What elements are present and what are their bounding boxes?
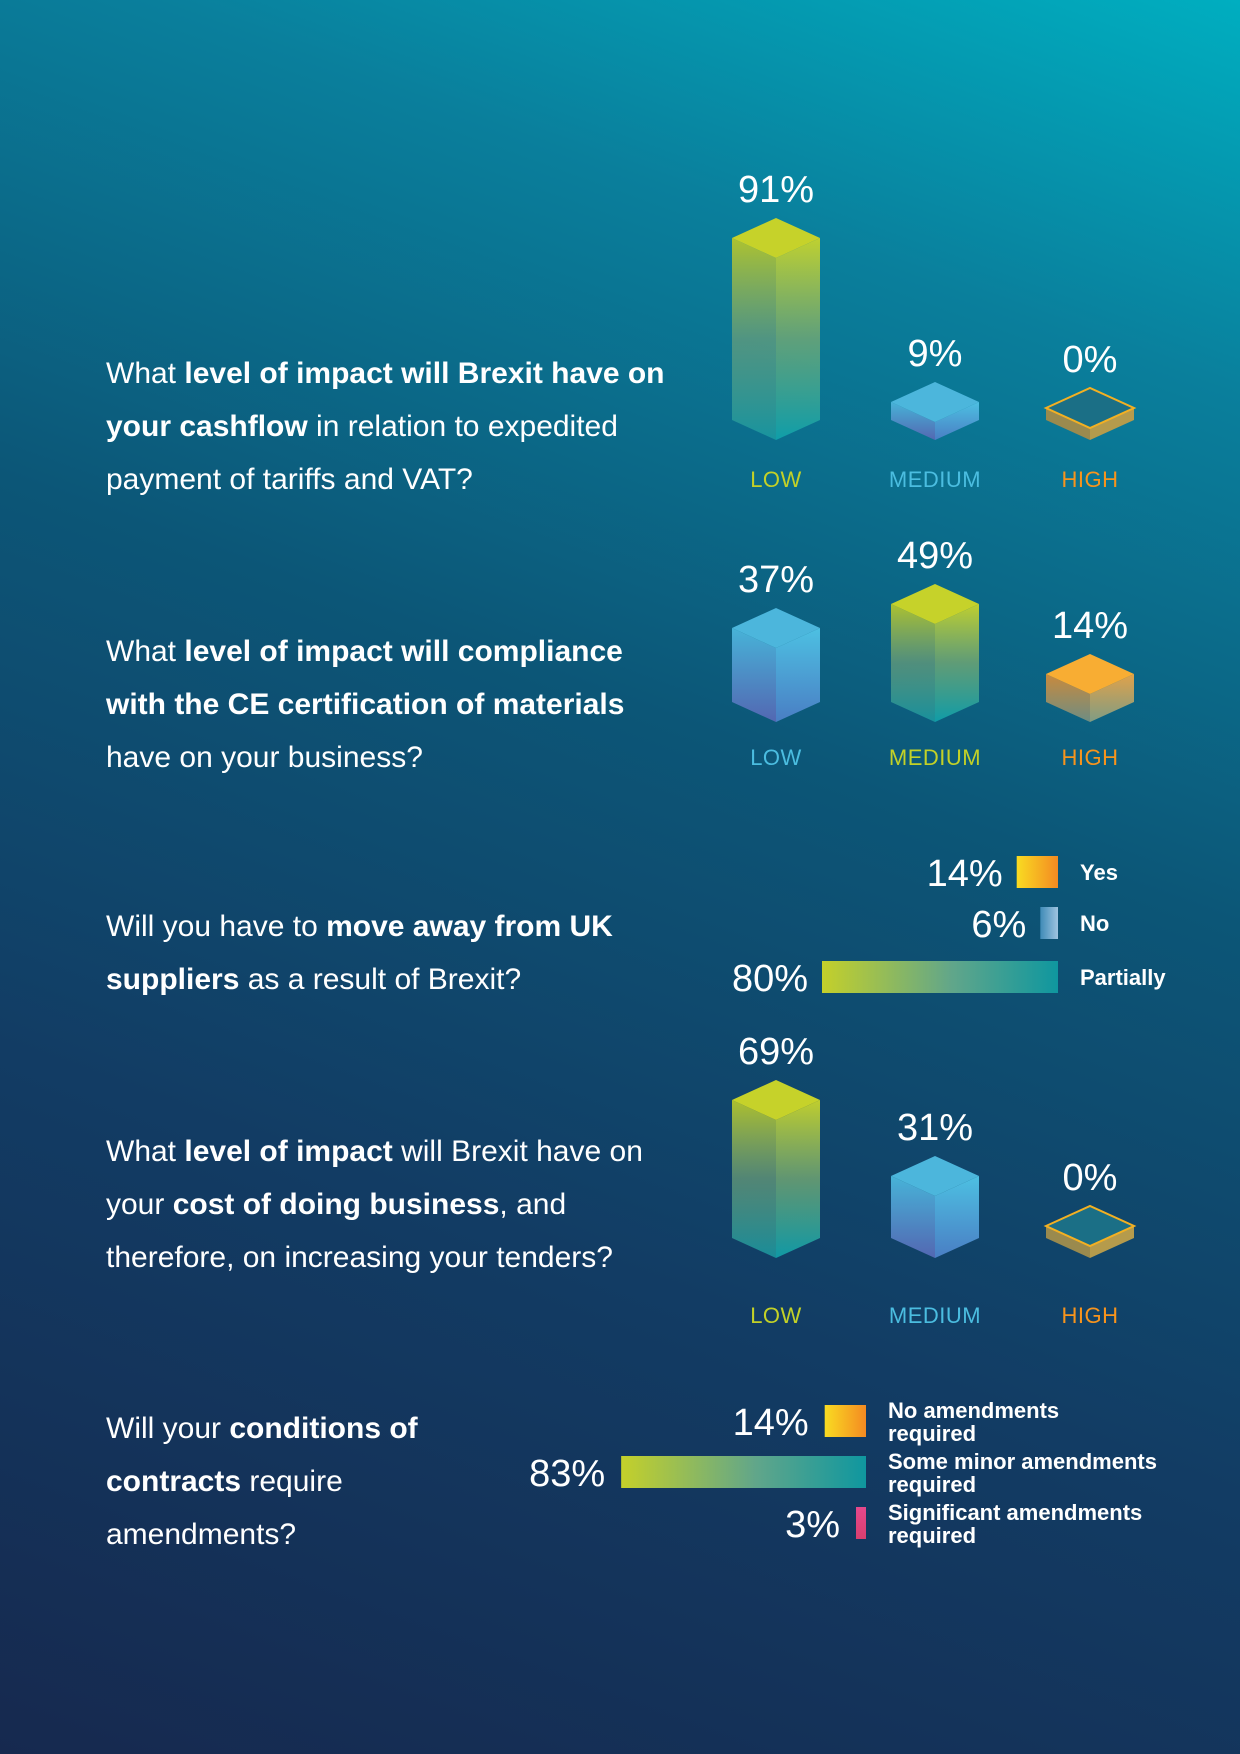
category-label: HIGH	[1062, 467, 1119, 492]
question-bold-text: move away from UK suppliers	[106, 910, 613, 996]
data-label: 14%	[733, 1402, 809, 1444]
bar-no	[1040, 907, 1058, 939]
bar-high	[1046, 654, 1134, 722]
legend-label: No	[1080, 911, 1109, 936]
bar-amendments-1	[621, 1456, 866, 1488]
category-label: LOW	[750, 745, 802, 770]
data-label: 91%	[738, 169, 814, 211]
category-label: MEDIUM	[889, 745, 981, 770]
question-text: , and therefore, on increasing your tend…	[106, 1188, 613, 1274]
category-label: HIGH	[1062, 1303, 1119, 1328]
bar-high	[1043, 386, 1137, 440]
bar-low	[732, 608, 820, 722]
bar-low	[732, 218, 820, 440]
question-bold-text: level of impact will Brexit have on your…	[106, 357, 665, 443]
data-label: 14%	[927, 853, 1003, 895]
question-text: in relation to expedited payment of tari…	[106, 410, 618, 496]
legend-label: No amendments required	[888, 1398, 1059, 1446]
question-text: What	[106, 635, 185, 668]
category-label: LOW	[750, 1303, 802, 1328]
prism-chart-1: 37% LOW 49% MEDIUM 14% HIGH	[732, 535, 1134, 770]
data-label: 6%	[971, 904, 1026, 946]
bar-low	[732, 1080, 820, 1258]
category-label: LOW	[750, 467, 802, 492]
data-label: 69%	[738, 1031, 814, 1073]
bar-amendments-0	[824, 1405, 866, 1437]
question-bold-text: conditions of contracts	[106, 1412, 418, 1498]
prism-chart-0: 91% LOW 9% MEDIUM 0% HIGH	[732, 169, 1137, 492]
hbar-chart-contracts: 14% No amendments required 83% Some minor am…	[529, 1398, 1157, 1548]
data-label: 37%	[738, 559, 814, 601]
data-label: 0%	[1063, 1157, 1118, 1199]
question-text: Will you have to	[106, 910, 327, 943]
question-cashflow: What level of impact will Brexit have on…	[106, 347, 686, 506]
bar-partially	[822, 961, 1058, 993]
question-cost-of-business: What level of impact will Brexit have on…	[106, 1125, 686, 1284]
hbar-chart-suppliers: 14% Yes 6% No 80% Partially	[732, 853, 1166, 1000]
bar-medium	[891, 382, 979, 440]
question-text: as a result of Brexit?	[239, 963, 522, 996]
data-label: 83%	[529, 1453, 605, 1495]
data-label: 9%	[908, 333, 963, 375]
question-text: Will your	[106, 1412, 230, 1445]
prism-chart-3: 69% LOW 31% MEDIUM 0% HIGH	[732, 1031, 1137, 1328]
legend-label: Partially	[1080, 965, 1166, 990]
legend-label: Some minor amendments required	[888, 1449, 1157, 1497]
bar-high	[1043, 1204, 1137, 1258]
question-text: will Brexit have on your	[106, 1135, 643, 1221]
data-label: 31%	[897, 1107, 973, 1149]
question-bold-text: cost of doing business	[172, 1188, 500, 1221]
legend-label: Yes	[1080, 860, 1118, 885]
bar-yes	[1016, 856, 1058, 888]
data-label: 49%	[897, 535, 973, 577]
question-uk-suppliers: Will you have to move away from UK suppl…	[106, 900, 626, 1006]
question-text: require amendments?	[106, 1465, 343, 1551]
question-contracts: Will your conditions of contracts requir…	[106, 1402, 426, 1561]
bar-amendments-2	[856, 1507, 866, 1539]
data-label: 3%	[785, 1504, 840, 1546]
question-text: What	[106, 1135, 185, 1168]
category-label: MEDIUM	[889, 467, 981, 492]
bar-medium	[891, 1156, 979, 1258]
data-label: 80%	[732, 958, 808, 1000]
question-text: What	[106, 357, 185, 390]
question-ce-certification: What level of impact will compliance wit…	[106, 625, 686, 784]
data-label: 0%	[1063, 339, 1118, 381]
question-bold-text: level of impact	[184, 1135, 393, 1168]
bar-medium	[891, 584, 979, 722]
legend-label: Significant amendments required	[888, 1500, 1142, 1548]
category-label: HIGH	[1062, 745, 1119, 770]
question-bold-text: level of impact will compliance with the…	[106, 635, 625, 721]
question-text: have on your business?	[106, 741, 423, 774]
category-label: MEDIUM	[889, 1303, 981, 1328]
data-label: 14%	[1052, 605, 1128, 647]
